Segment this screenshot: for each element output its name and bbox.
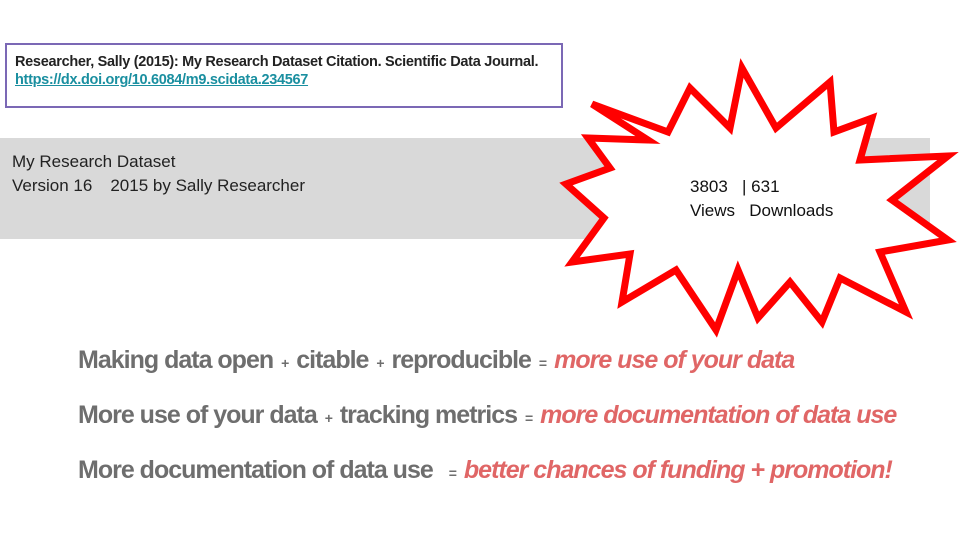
equation-list: Making data open + citable + reproducibl… xyxy=(78,340,897,505)
equation-2-result: more documentation of data use xyxy=(540,401,897,429)
equals-sign: = xyxy=(524,410,533,426)
equation-line-2: More use of your data + tracking metrics… xyxy=(78,395,897,450)
downloads-label: Downloads xyxy=(749,201,834,220)
plus-sign: + xyxy=(324,410,333,426)
citation-text: Researcher, Sally (2015): My Research Da… xyxy=(15,54,539,70)
equation-1-part-1: Making data open xyxy=(78,346,274,374)
equation-1-part-3: reproducible xyxy=(391,346,532,374)
metrics-block: 3803 | 631 Views Downloads xyxy=(690,175,833,223)
metrics-labels-row: Views Downloads xyxy=(690,199,833,223)
plus-sign: + xyxy=(281,355,289,371)
metrics-separator: | xyxy=(742,177,747,196)
dataset-version: Version 16 xyxy=(12,176,93,195)
dataset-title: My Research Dataset xyxy=(12,152,176,171)
metrics-counts-row: 3803 | 631 xyxy=(690,175,833,199)
citation-doi-link[interactable]: https://dx.doi.org/10.6084/m9.scidata.23… xyxy=(15,72,309,88)
downloads-count: 631 xyxy=(751,177,780,196)
equation-2-part-2: tracking metrics xyxy=(339,401,518,429)
equals-sign: = xyxy=(538,355,547,371)
views-count: 3803 xyxy=(690,177,728,196)
equation-1-result: more use of your data xyxy=(554,346,795,374)
equation-line-3: More documentation of data use = better c… xyxy=(78,450,896,505)
equation-2-part-1: More use of your data xyxy=(78,401,318,429)
equation-line-1: Making data open + citable + reproducibl… xyxy=(78,340,896,395)
equals-sign: = xyxy=(448,465,457,481)
citation-box: Researcher, Sally (2015): My Research Da… xyxy=(5,43,563,108)
equation-3-part-1: More documentation of data use xyxy=(78,456,434,484)
equation-3-result: better chances of funding + promotion! xyxy=(463,456,893,484)
dataset-version-line: Version 16 2015 by Sally Researcher xyxy=(12,176,305,196)
views-label: Views xyxy=(690,201,736,220)
equation-1-part-2: citable xyxy=(296,346,369,374)
dataset-year-author: 2015 by Sally Researcher xyxy=(110,176,306,195)
plus-sign: + xyxy=(376,355,384,371)
